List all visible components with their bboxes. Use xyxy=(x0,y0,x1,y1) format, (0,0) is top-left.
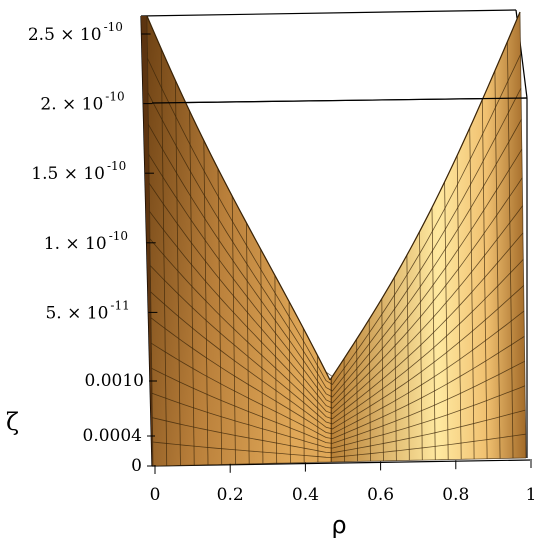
mesh-line-rho-1 xyxy=(160,48,168,466)
x-tick-label-1: 0.2 xyxy=(217,485,244,505)
mesh-line-rho-26 xyxy=(494,70,501,459)
mesh-line-rho-27 xyxy=(507,41,514,459)
surface-left-ridge xyxy=(146,15,331,381)
mesh-line-rho-5 xyxy=(217,168,223,465)
z-tick-exponent-0: -11 xyxy=(110,298,129,312)
mesh-line-rho-18 xyxy=(393,277,397,461)
mesh-line-rho-17 xyxy=(381,298,384,461)
mesh-line-rho-16 xyxy=(368,319,371,462)
y-axis-ticks: 0 0.0004 0.0010 xyxy=(83,371,157,476)
mesh-line-rho-3 xyxy=(189,110,195,466)
mesh-line-rho-11 xyxy=(302,328,305,463)
mesh-line-rho-10 xyxy=(288,301,291,463)
x-tick-label-5: 1 xyxy=(526,485,537,505)
mesh-line-rho-23 xyxy=(456,155,462,460)
mesh-line-rho-8 xyxy=(260,249,264,464)
mesh-line-rho-4 xyxy=(203,140,209,465)
surface-right-wing xyxy=(330,12,526,462)
z-tick-exponent-2: -10 xyxy=(107,159,126,173)
box-mid-edge-overlay xyxy=(151,97,528,104)
x-axis-ticks: 0 0.2 0.4 0.6 0.8 1 xyxy=(150,459,537,505)
mesh-line-rho-25 xyxy=(481,99,488,459)
z-tick-exponent-4: -10 xyxy=(104,20,123,34)
z-tick-label-2: 1.5 × 10 xyxy=(31,164,105,184)
mesh-line-rho-0 xyxy=(146,15,154,467)
y-tick-label-0: 0 xyxy=(131,456,142,476)
mesh-line-rho-6 xyxy=(231,196,236,465)
z-axis-ticks: 5. × 10 -111. × 10 -101.5 × 10 -102. × 10 -1… xyxy=(28,20,158,323)
mesh-line-rho-24 xyxy=(469,127,475,460)
z-tick-label-1: 1. × 10 xyxy=(44,234,107,254)
mesh-line-rho-28 xyxy=(519,11,527,459)
z-tick-label-4: 2.5 × 10 xyxy=(28,25,102,45)
mesh-line-rho-20 xyxy=(419,231,423,461)
z-tick-label-0: 5. × 10 xyxy=(45,303,108,323)
z-tick-exponent-3: -10 xyxy=(105,90,124,104)
x-tick-label-0: 0 xyxy=(150,485,161,505)
surface-right-ridge xyxy=(329,11,521,381)
surface-mesh xyxy=(141,11,528,467)
y-axis-label: ζ xyxy=(6,408,19,436)
mesh-line-rho-9 xyxy=(274,275,278,464)
z-tick-exponent-1: -10 xyxy=(109,229,128,243)
mesh-line-rho-7 xyxy=(246,222,250,464)
z-tick-label-3: 2. × 10 xyxy=(40,95,103,115)
y-tick-label-1: 0.0004 xyxy=(83,426,142,446)
mesh-line-rho-19 xyxy=(406,255,410,461)
y-tick-label-2: 0.0010 xyxy=(85,371,144,391)
x-tick-label-2: 0.4 xyxy=(292,485,319,505)
x-tick-label-4: 0.8 xyxy=(442,485,469,505)
surface-left-wing xyxy=(147,16,330,466)
box-top-back-edge xyxy=(140,9,517,17)
x-tick-label-3: 0.6 xyxy=(367,485,394,505)
mesh-line-rho-21 xyxy=(431,207,436,460)
x-axis-label: ρ xyxy=(331,511,346,539)
mesh-line-rho-22 xyxy=(444,181,449,460)
surface-left-edge-face xyxy=(141,16,153,466)
mesh-line-rho-2 xyxy=(175,80,181,466)
mesh-line-rho-15 xyxy=(356,339,358,462)
